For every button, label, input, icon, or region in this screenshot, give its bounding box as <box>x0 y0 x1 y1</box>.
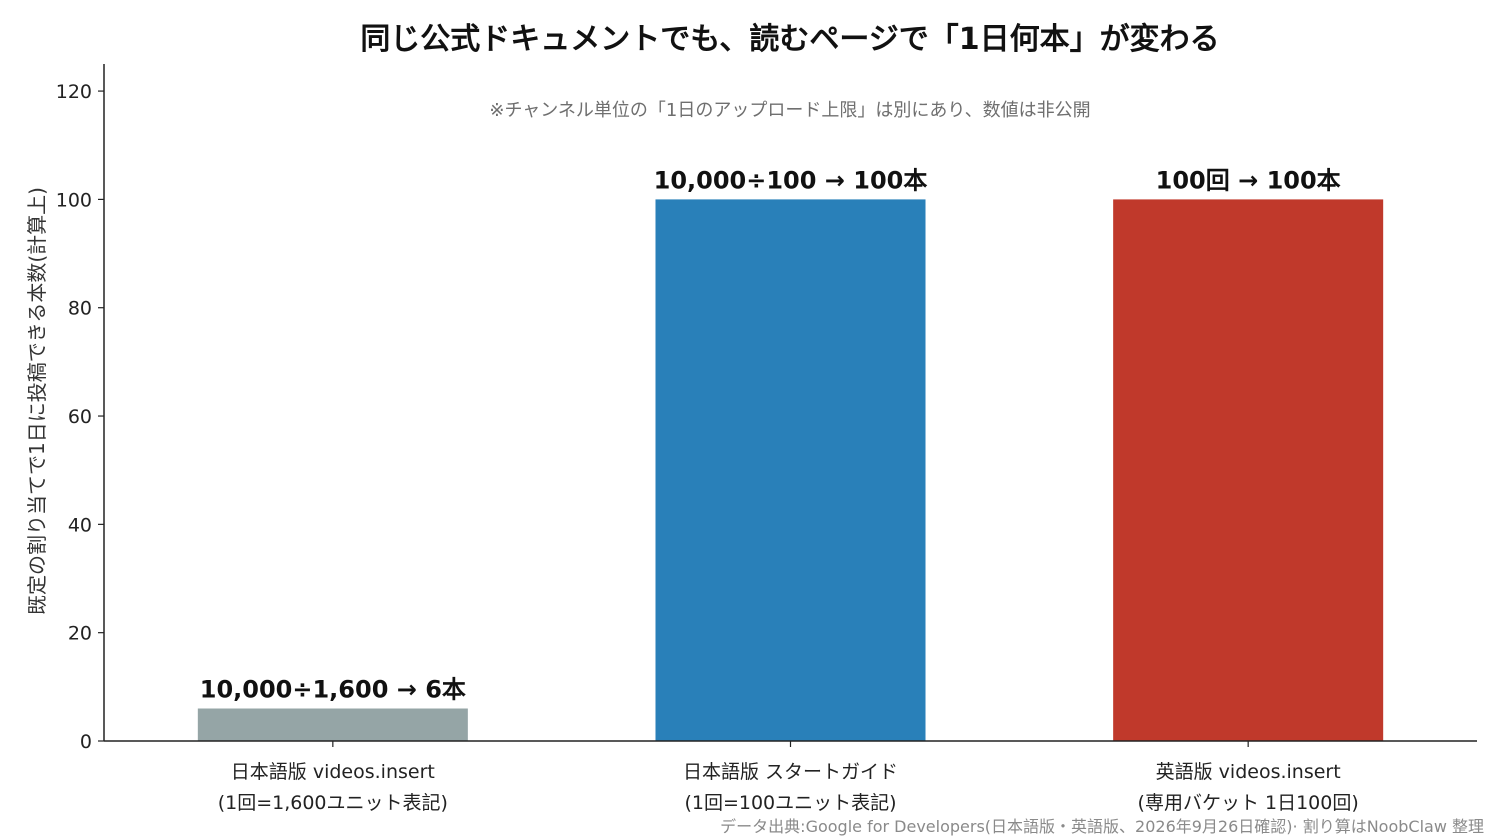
y-tick-label: 40 <box>68 514 92 536</box>
x-tick-label: (1回=100ユニット表記) <box>684 792 896 814</box>
y-axis-label: 既定の割り当てで1日に投稿できる本数(計算上) <box>25 187 49 615</box>
y-tick-label: 60 <box>68 406 92 428</box>
chart-title: 同じ公式ドキュメントでも、読むページで「1日何本」が変わる <box>360 22 1219 57</box>
source-note: データ出典:Google for Developers(日本語版・英語版、202… <box>720 817 1484 836</box>
x-tick-label: (1回=1,600ユニット表記) <box>218 792 448 814</box>
y-axis-ticks: 0 20 40 60 80 100 120 <box>56 81 104 753</box>
bars-group: 10,000÷1,600 → 6本 10,000÷100 → 100本 100回 →… <box>197 166 1384 741</box>
x-tick-label: 日本語版 videos.insert <box>231 761 435 783</box>
bar <box>1113 199 1384 741</box>
bar <box>655 199 926 741</box>
x-tick-label: 日本語版 スタートガイド <box>683 761 898 783</box>
x-tick-label: (専用バケット 1日100回) <box>1138 792 1359 814</box>
y-tick-label: 80 <box>68 298 92 320</box>
data-label: 100回 → 100本 <box>1156 166 1341 194</box>
data-label: 10,000÷100 → 100本 <box>654 166 928 194</box>
y-tick-label: 0 <box>80 731 92 753</box>
bar <box>197 708 468 741</box>
y-tick-label: 100 <box>56 189 92 211</box>
y-tick-label: 20 <box>68 623 92 645</box>
x-tick-label: 英語版 videos.insert <box>1156 761 1341 783</box>
data-label: 10,000÷1,600 → 6本 <box>200 676 466 704</box>
x-axis-ticks: 日本語版 videos.insert (1回=1,600ユニット表記) 日本語版 ス… <box>218 741 1359 814</box>
y-tick-label: 120 <box>56 81 92 103</box>
chart-subtitle: ※チャンネル単位の「1日のアップロード上限」は別にあり、数値は非公開 <box>489 100 1090 121</box>
